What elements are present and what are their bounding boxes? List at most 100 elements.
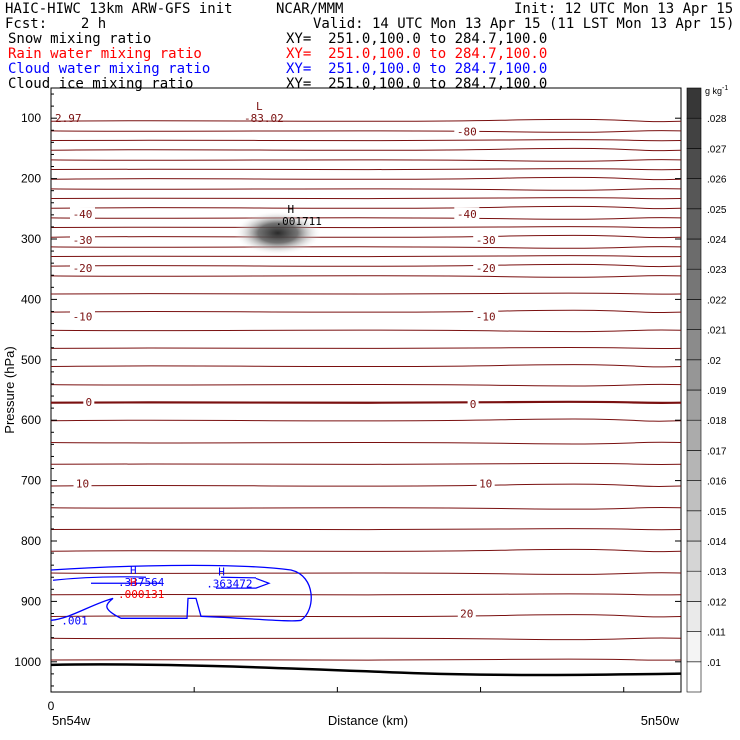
- contour-label: 10: [76, 478, 89, 491]
- temperature-contours: [50, 118, 682, 677]
- colorbar-label: .01: [707, 658, 721, 669]
- y-tick-label-100: 100: [21, 111, 41, 125]
- isotherm-line: [50, 614, 682, 618]
- isotherm-line: [50, 329, 682, 333]
- isotherm-line: [50, 593, 682, 596]
- extremum-value: .337564: [118, 576, 165, 589]
- colorbar-label: .023: [707, 265, 727, 276]
- contour-label: -10: [73, 310, 93, 323]
- contour-label-bg: [70, 233, 95, 246]
- y-tick-label-800: 800: [21, 534, 41, 548]
- colorbar-segment: [686, 299, 702, 330]
- field-cloudwater-name: Cloud water mixing ratio: [8, 61, 211, 77]
- isotherm-line: [50, 159, 682, 162]
- isotherm-line: [50, 483, 682, 487]
- ground-line: [50, 663, 682, 677]
- isotherm-line: [50, 130, 682, 133]
- isotherm-line: [50, 383, 682, 387]
- contour-label: 10: [479, 478, 492, 491]
- contour-label: -30: [476, 234, 496, 247]
- field-cloudwater-xy: XY= 251.0,100.0 to 284.7,100.0: [286, 61, 548, 77]
- isotherm-line: [50, 292, 682, 295]
- colorbar-segment: [686, 238, 702, 270]
- contour-label: 20: [460, 607, 473, 620]
- isotherm-line: [50, 658, 682, 661]
- y-axis-label: Pressure (hPa): [2, 346, 17, 433]
- colorbar-label: .012: [707, 597, 727, 608]
- y-tick-label-1000: 1000: [14, 655, 41, 669]
- isotherm-line: [50, 309, 682, 313]
- contour-label-bg: [454, 124, 480, 137]
- colorbar-segment: [686, 359, 702, 391]
- x-left-endpoint: 5n54w: [52, 713, 91, 728]
- y-tick-label-300: 300: [21, 232, 41, 246]
- contour-label-bg: [457, 606, 476, 619]
- init-time: Init: 12 UTC Mon 13 Apr 15: [514, 1, 734, 17]
- cloud-water-outline: [50, 564, 312, 622]
- extremum-value: .001: [61, 615, 88, 628]
- colorbar-label: .025: [707, 205, 727, 216]
- extremum-value: .001711: [276, 215, 322, 228]
- isotherm-line: [50, 197, 682, 200]
- isotherm-line: [50, 528, 682, 531]
- cloud-ice-shading: [233, 211, 322, 255]
- field-rain-xy: XY= 251.0,100.0 to 284.7,100.0: [286, 46, 548, 62]
- colorbar-segment: [686, 148, 702, 179]
- isotherm-line: [50, 188, 682, 191]
- field-rain-name: Rain water mixing ratio: [8, 46, 202, 62]
- extremum-value: -83.02: [244, 112, 284, 125]
- isotherm-line: [50, 572, 682, 575]
- colorbar-label: .018: [707, 416, 727, 427]
- contour-label-bg: [473, 233, 499, 246]
- isotherm-line: [50, 548, 682, 553]
- colorbar-segment: [686, 631, 702, 663]
- extremum-value: 2.97: [55, 112, 82, 125]
- colorbar-label: .019: [707, 386, 727, 397]
- colorbar-segment: [686, 601, 702, 632]
- extremum-marker-H: H: [288, 203, 295, 216]
- left-title: HAIC-HIWC 13km ARW-GFS init: [5, 1, 233, 17]
- isotherm-line: [50, 234, 682, 239]
- contour-label-bg: [467, 396, 479, 409]
- contour-label-bg: [83, 395, 95, 408]
- isotherm-line: [50, 637, 682, 641]
- colorbar-label: .015: [707, 507, 727, 518]
- y-tick-label-900: 900: [21, 594, 41, 608]
- colorbar-label: .011: [707, 628, 726, 639]
- y-tick-label-700: 700: [21, 474, 41, 488]
- contour-label-bg: [70, 207, 95, 220]
- colorbar-label: .013: [707, 567, 727, 578]
- isotherm-line: [50, 246, 682, 249]
- isotherm-line: [50, 346, 682, 350]
- colorbar-label: .027: [707, 144, 727, 155]
- cloud-water-inner-contour: [52, 576, 147, 581]
- extremum-value: .363472: [206, 577, 252, 590]
- isotherm-line: [50, 275, 682, 278]
- field-snow-name: Snow mixing ratio: [8, 31, 152, 47]
- isotherm-line: [50, 205, 682, 210]
- colorbar-segment: [686, 510, 702, 542]
- x-right-endpoint: 5n50w: [641, 713, 680, 728]
- colorbar-segment: [686, 87, 702, 119]
- colorbar-label: .02: [707, 356, 721, 367]
- cloud-water-contours: [50, 564, 312, 622]
- isotherm-line: [50, 400, 682, 404]
- colorbar-segment: [686, 661, 702, 693]
- contour-label: 0: [470, 398, 477, 411]
- isotherm-line: [50, 147, 682, 152]
- isotherm-line: [50, 441, 682, 445]
- x-axis-label: Distance (km): [328, 713, 408, 728]
- contour-label: 0: [85, 396, 92, 409]
- y-tick-label-200: 200: [21, 172, 41, 186]
- colorbar: .01 .011 .012 .013 .014 .015 .016 .017 .018 .019.…: [686, 87, 727, 693]
- colorbar-unit-base: g kg: [705, 86, 722, 96]
- forecast-hour: Fcst: 2 h: [5, 16, 107, 32]
- cloud-ice-max-blob: [233, 211, 322, 255]
- isotherm-line: [50, 176, 682, 181]
- extremum-marker-H: H: [130, 564, 137, 577]
- colorbar-segment: [686, 540, 702, 572]
- contour-label-bg: [454, 207, 480, 220]
- isotherm-line: [50, 418, 682, 422]
- isotherm-line: [50, 118, 682, 123]
- colorbar-label: .017: [707, 446, 727, 457]
